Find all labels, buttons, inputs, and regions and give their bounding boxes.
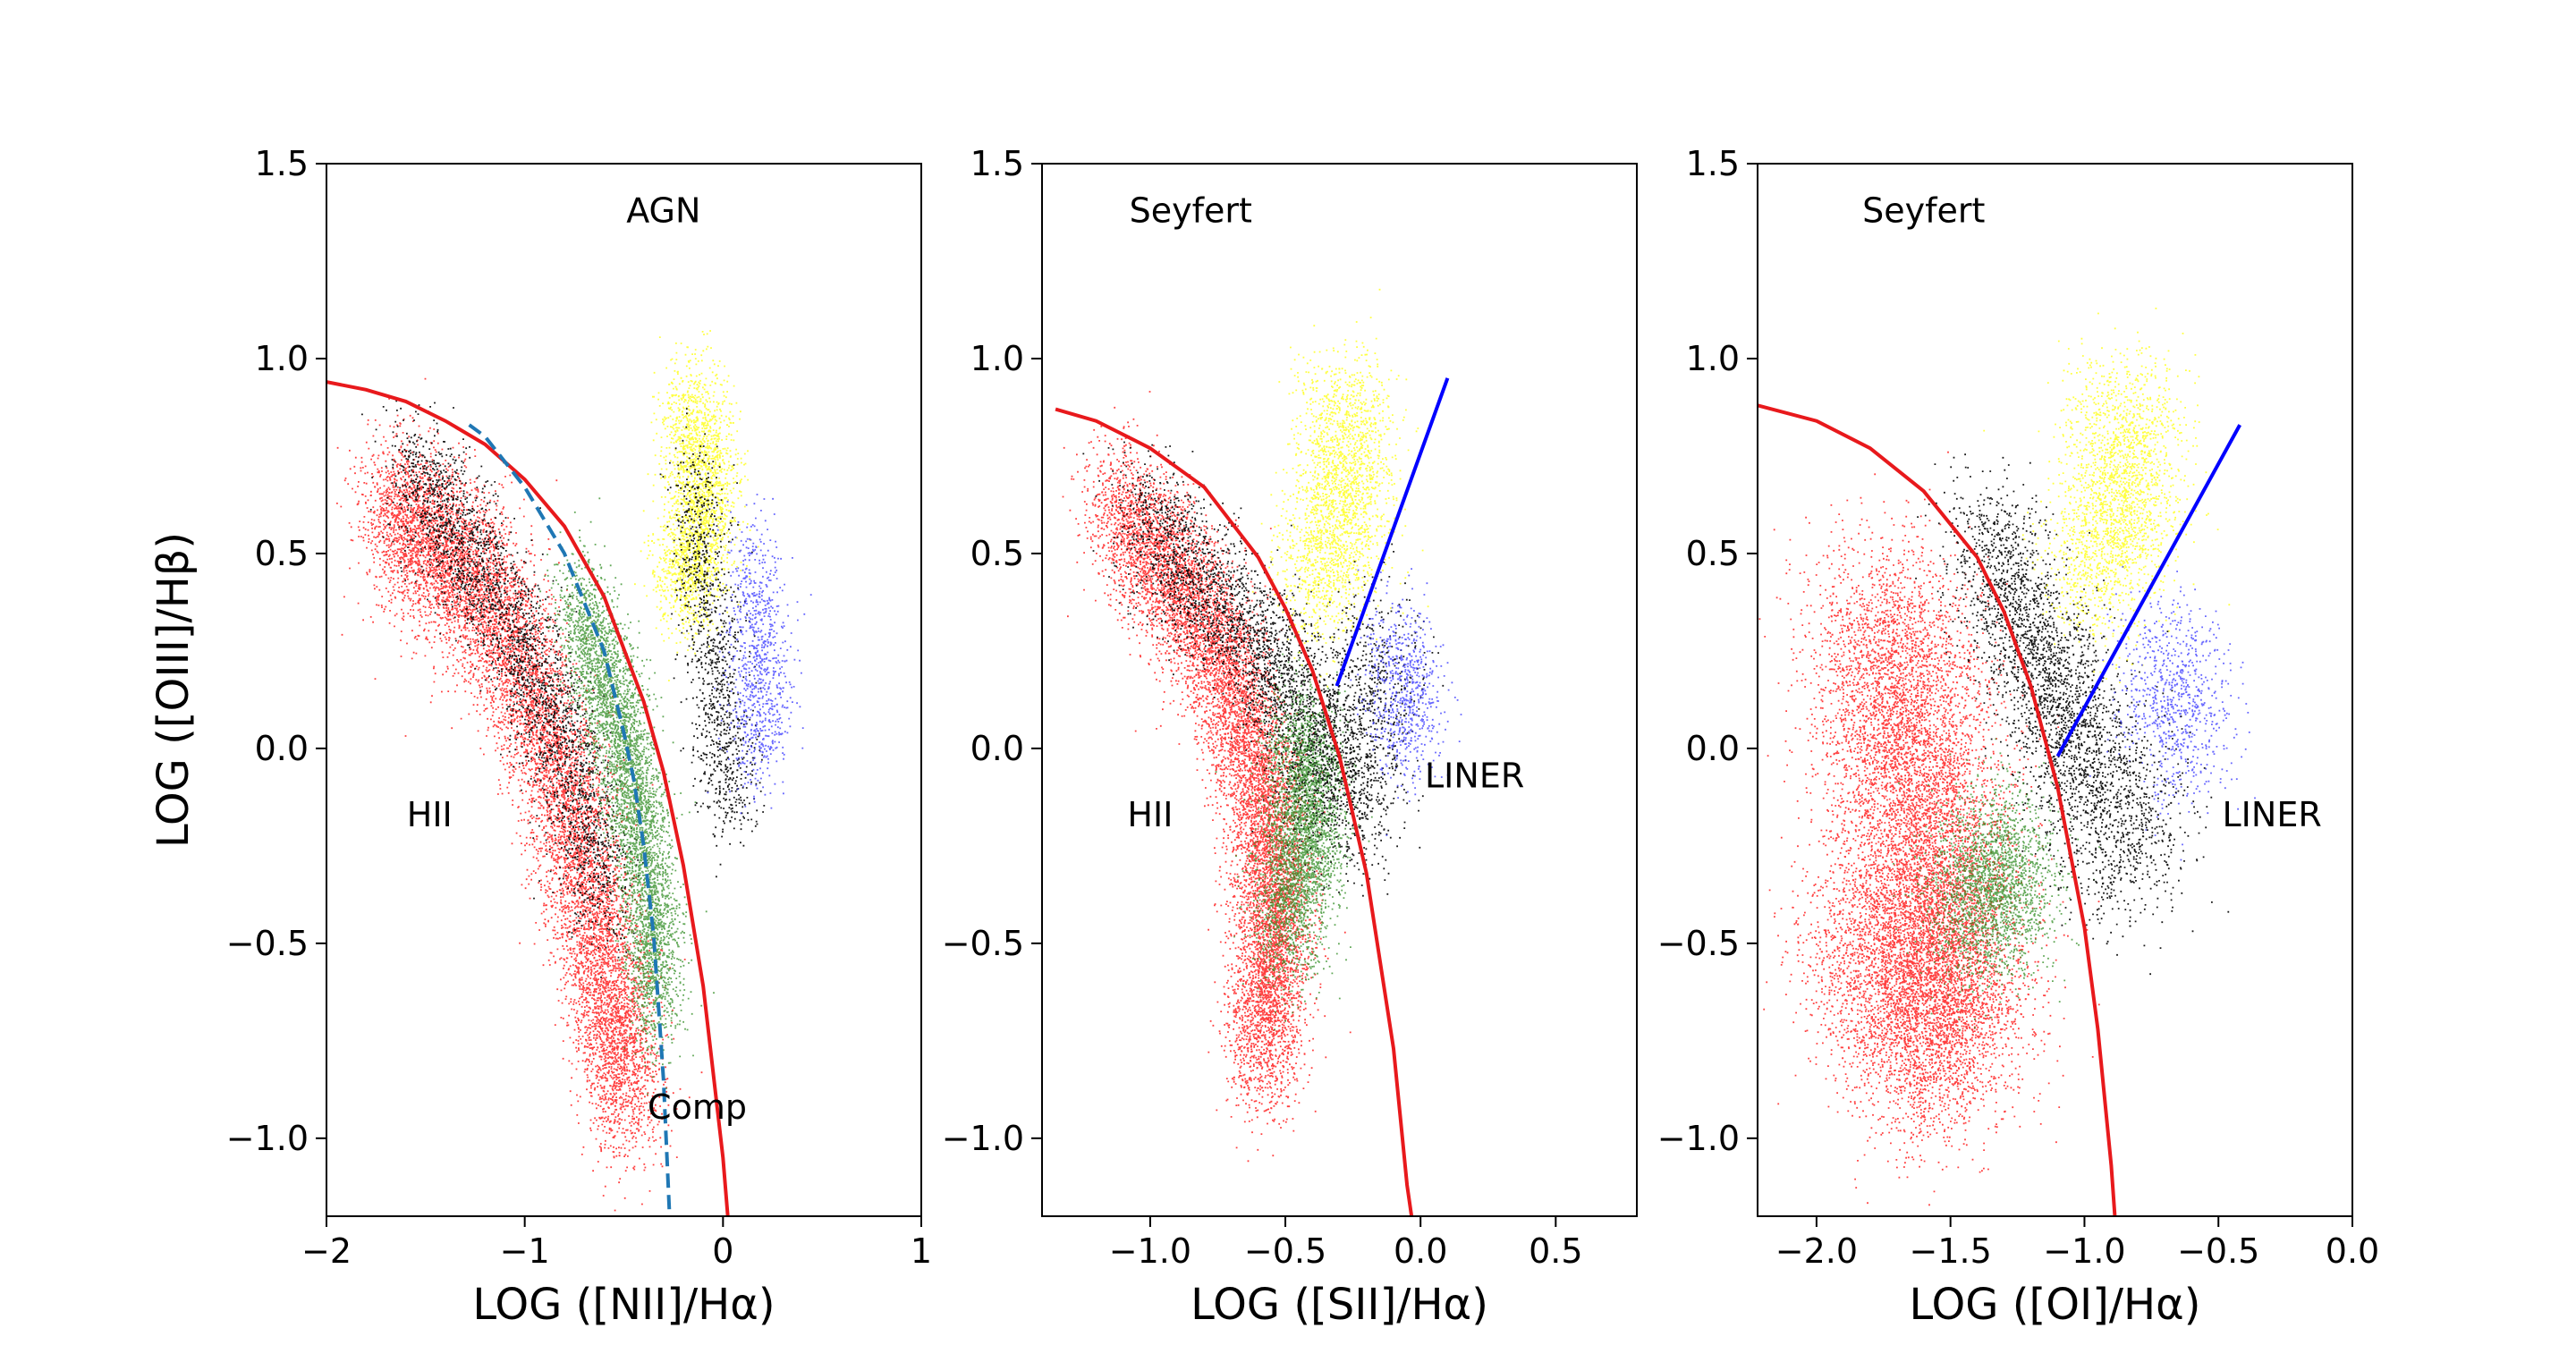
scatter-points <box>538 497 715 1095</box>
region-label: AGN <box>626 190 700 230</box>
x-tick-label: −0.5 <box>2177 1231 2259 1271</box>
point-cloud <box>2046 630 2230 976</box>
x-tick-label: −2.0 <box>1775 1231 1858 1271</box>
region-label: Comp <box>648 1087 747 1127</box>
axes-frame <box>326 163 922 1217</box>
x-tick-label: 0.0 <box>2326 1231 2379 1271</box>
seyfert-liner-line <box>2055 424 2241 757</box>
x-tick-label: 0.0 <box>1394 1231 1447 1271</box>
y-tick-label: 0.5 <box>255 534 309 573</box>
x-tick-label: 1 <box>911 1231 932 1271</box>
kauffmann-dashed-line <box>468 423 672 1216</box>
panel-oi: −2.0 −1.5 −1.0 −0.5 0.0 −1.0 −0.5 0.0 0.5 1.0 1.5 L… <box>1657 144 2380 1330</box>
scatter-points <box>1915 453 2156 889</box>
y-tick-label: 1.0 <box>1686 339 1740 378</box>
x-tick-label: −1 <box>500 1231 550 1271</box>
kewley-max-starburst-line <box>326 380 730 1216</box>
point-cloud <box>336 377 703 1212</box>
kewley-max-starburst-line <box>1758 403 2117 1216</box>
seyfert-liner-line <box>1335 377 1450 687</box>
axes-frame <box>1757 163 2353 1217</box>
scatter-points <box>1215 636 1373 1031</box>
scatter-points <box>659 408 766 878</box>
y-tick-label: 0.0 <box>255 729 309 768</box>
point-cloud <box>634 330 759 681</box>
point-cloud <box>1215 636 1373 1031</box>
y-tick-label: 1.5 <box>255 144 309 183</box>
region-label: LINER <box>2223 795 2322 834</box>
x-axis-label: LOG ([SII]/Hα) <box>1191 1280 1488 1330</box>
y-tick-label: 0.5 <box>970 534 1024 573</box>
kewley-max-starburst-line <box>1055 407 1414 1216</box>
y-tick-label: −1.0 <box>226 1119 309 1158</box>
y-tick-label: 1.5 <box>1686 144 1740 183</box>
y-tick-label: 0.0 <box>1686 729 1740 768</box>
panel-sii: −1.0 −0.5 0.0 0.5 −1.0 −0.5 0.0 0.5 1.0 1.5 LOG ([… <box>942 144 1638 1330</box>
y-tick-label: 1.0 <box>970 339 1024 378</box>
point-cloud <box>1062 391 1352 1163</box>
point-cloud <box>538 497 715 1095</box>
scatter-points <box>707 494 812 815</box>
axes-frame <box>1041 163 1638 1217</box>
y-tick-label: −0.5 <box>1657 924 1740 963</box>
y-tick-label: −1.0 <box>1657 1119 1740 1158</box>
y-tick-label: 1.5 <box>970 144 1024 183</box>
scatter-points <box>1983 308 2231 684</box>
scatter-points <box>1893 738 2100 1031</box>
x-tick-label: −2 <box>301 1231 352 1271</box>
y-tick-label: −0.5 <box>226 924 309 963</box>
x-axis-label: LOG ([OI]/Hα) <box>1909 1280 2200 1330</box>
scatter-points <box>1251 288 1429 688</box>
point-cloud <box>707 494 812 815</box>
point-cloud <box>1983 308 2231 684</box>
x-tick-label: −1.5 <box>1910 1231 1992 1271</box>
plot-area <box>1055 288 1462 1216</box>
x-tick-label: 0 <box>712 1231 733 1271</box>
point-cloud <box>1758 451 2100 1206</box>
y-tick-label: −0.5 <box>942 924 1024 963</box>
region-label: HII <box>407 795 453 834</box>
x-tick-label: −1.0 <box>1109 1231 1191 1271</box>
scatter-points <box>2046 630 2230 976</box>
y-tick-label: 0.0 <box>970 729 1024 768</box>
panel-nii: −2 −1 0 1 −1.0 −0.5 0.0 0.5 1.0 1.5 LOG ([NII]/Hα)… <box>148 144 932 1330</box>
point-cloud <box>1082 436 1380 891</box>
point-cloud <box>1251 288 1429 688</box>
scatter-points <box>1062 391 1352 1163</box>
plot-area <box>1758 308 2256 1216</box>
y-tick-label: −1.0 <box>942 1119 1024 1158</box>
scatter-points <box>1082 436 1380 891</box>
region-label: LINER <box>1425 756 1524 795</box>
x-tick-label: −0.5 <box>1244 1231 1326 1271</box>
scatter-points <box>634 330 759 681</box>
point-cloud <box>659 408 766 878</box>
scatter-points <box>1758 451 2100 1206</box>
y-tick-label: 0.5 <box>1686 534 1740 573</box>
x-axis-label: LOG ([NII]/Hα) <box>472 1280 775 1330</box>
region-label: Seyfert <box>1130 190 1252 230</box>
region-label: Seyfert <box>1862 190 1985 230</box>
y-tick-label: 1.0 <box>255 339 309 378</box>
y-axis-label: LOG ([OIII]/Hβ) <box>148 532 199 848</box>
point-cloud <box>1893 738 2100 1031</box>
region-label: HII <box>1127 795 1173 834</box>
x-tick-label: 0.5 <box>1529 1231 1582 1271</box>
x-tick-label: −1.0 <box>2043 1231 2125 1271</box>
point-cloud <box>1915 453 2156 889</box>
scatter-points <box>336 377 703 1212</box>
plot-area <box>326 330 812 1216</box>
